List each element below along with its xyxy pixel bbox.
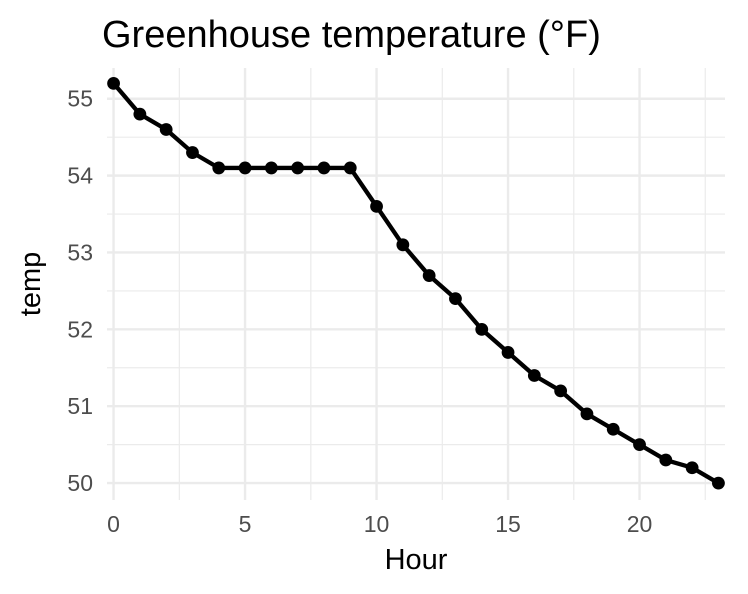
data-point [238,161,252,175]
data-point [449,292,462,306]
data-point [396,238,410,252]
x-tick-label: 20 [627,511,653,537]
data-point [343,161,357,175]
data-point [633,438,646,452]
data-point [370,199,383,213]
y-tick-label: 50 [67,470,93,496]
y-tick-label: 51 [67,393,93,419]
x-tick-label: 5 [239,511,252,537]
x-tick-label: 0 [107,511,120,537]
grid [107,68,725,500]
x-axis-title: Hour [385,544,448,576]
x-tick-label: 15 [495,511,521,537]
data-point [501,346,515,359]
data-point [422,269,436,282]
y-tick-label: 52 [67,316,93,342]
data-point [133,107,147,121]
data-point [712,476,725,490]
y-tick-label: 54 [67,163,93,189]
data-point [212,161,226,175]
data-point [659,453,673,467]
data-point [317,161,331,175]
data-point [685,461,699,475]
data-point [186,146,199,159]
data-point [606,422,620,436]
y-axis-title: temp [15,252,47,316]
data-point [107,76,120,90]
data-point [475,322,489,336]
data-point [159,123,173,136]
data-point [291,161,305,175]
chart-title: Greenhouse temperature (°F) [102,14,601,56]
data-point [264,161,278,175]
y-tick-label: 55 [67,86,93,112]
tick-labels: 50 51 52 53 54 55 0 5 10 15 20 [67,86,652,537]
series-line [111,81,720,485]
y-tick-label: 53 [67,239,93,265]
data-point [580,407,594,421]
x-tick-label: 10 [364,511,390,537]
series-layer [107,76,725,490]
data-point [527,369,541,382]
data-point [554,384,568,398]
